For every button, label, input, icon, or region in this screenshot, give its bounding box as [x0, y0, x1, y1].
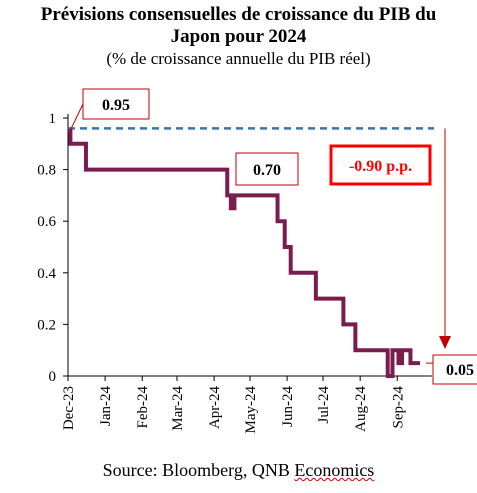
- source-suffix: Economics: [294, 460, 375, 480]
- axes: 0 0.2 0.4 0.6 0.8 1 Dec-23 Jan-24 Feb-24 Mar-24 Ap…: [37, 111, 432, 434]
- series-layer: [68, 127, 434, 378]
- x-tick-label: Mar-24: [170, 386, 186, 431]
- chart-title-line2: Japon pour 2024: [170, 26, 307, 47]
- x-tick-label: Jun-24: [280, 386, 296, 427]
- end-annotation-box: [432, 354, 477, 385]
- chart-source: Source: Bloomberg, QNB Economics: [0, 460, 477, 481]
- start-annotation-label: 0.95: [102, 97, 130, 114]
- x-tick-label: Aug-24: [353, 386, 369, 432]
- end-annotation-label: 0.05: [446, 362, 474, 379]
- mid-annotation-label: 0.70: [253, 162, 281, 179]
- start-connector: [69, 103, 84, 132]
- x-tick-label: May-24: [243, 386, 259, 434]
- y-tick-label: 0.2: [37, 317, 56, 333]
- x-tick-label: Jul-24: [316, 386, 332, 424]
- x-tick-label: Sep-24: [390, 386, 406, 429]
- annotation-layer: 0.95 0.70 -0.90 p.p. 0.05: [69, 88, 477, 385]
- y-tick-label: 0.4: [37, 266, 56, 282]
- chart-subtitle: (% de croissance annuelle du PIB réel): [106, 49, 371, 68]
- start-annotation-box: [82, 88, 150, 120]
- source-prefix: Source: Bloomberg, QNB: [102, 460, 295, 480]
- change-arrowhead: [439, 336, 451, 349]
- x-tick-label: Dec-23: [61, 386, 77, 430]
- change-annotation-label: -0.90 p.p.: [349, 158, 412, 175]
- series-line: [68, 128, 421, 378]
- y-tick-label: 0.8: [37, 163, 56, 179]
- chart-title-line1: Prévisions consensuelles de croissance d…: [40, 4, 437, 25]
- plot-area: 0 0.2 0.4 0.6 0.8 1 Dec-23 Jan-24 Feb-24 Mar-24 Ap…: [37, 88, 477, 434]
- mid-annotation-box: [235, 152, 299, 186]
- y-tick-label: 0.6: [37, 214, 56, 230]
- x-tick-label: Jan-24: [98, 386, 114, 426]
- x-tick-label: Apr-24: [207, 386, 223, 430]
- y-tick-label: 1: [49, 111, 57, 127]
- y-tick-label: 0: [49, 369, 57, 385]
- change-annotation-box: [329, 144, 432, 186]
- x-tick-label: Feb-24: [135, 386, 151, 429]
